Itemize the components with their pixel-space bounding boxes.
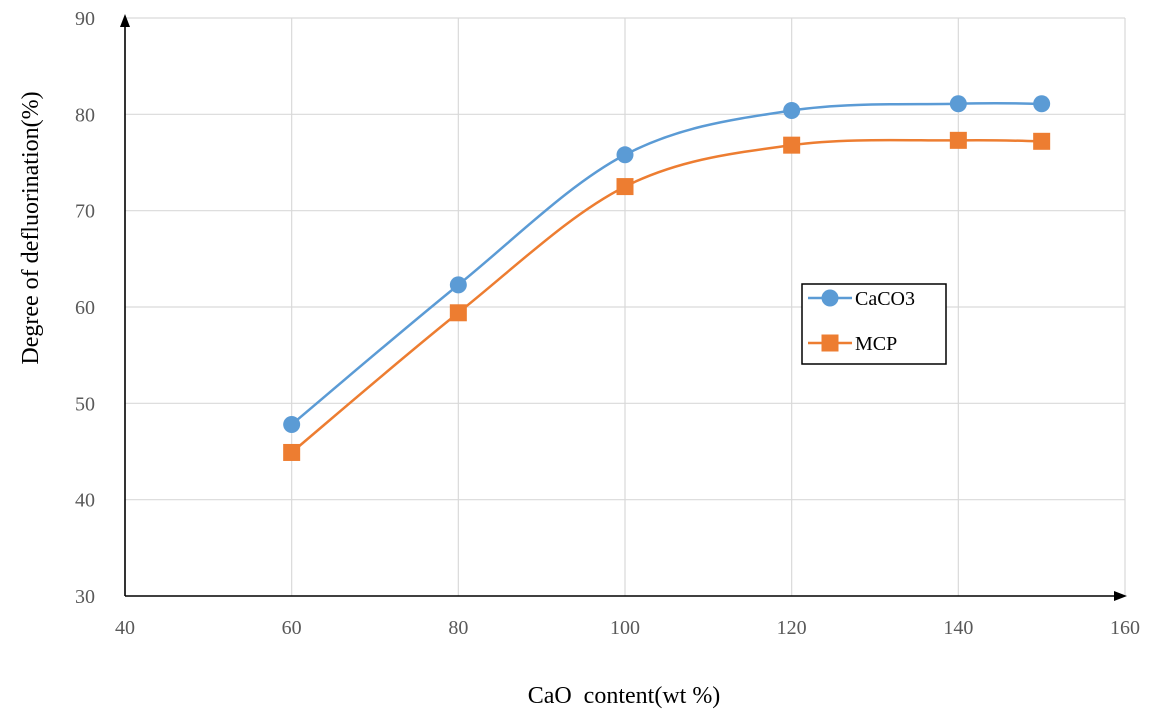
x-tick-label: 60 — [282, 617, 302, 639]
series-layer — [283, 95, 1051, 461]
series-line-caco3 — [290, 101, 1042, 426]
data-point-mcp — [1033, 132, 1051, 150]
data-point-mcp — [949, 131, 967, 149]
data-point-mcp — [283, 443, 301, 461]
y-axis-title: Degree of defluorination(%) — [18, 91, 44, 364]
x-tick-labels: 40 60 80 100 120 140 160 — [115, 617, 1140, 639]
data-point-caco3 — [949, 95, 967, 113]
x-tick-label: 140 — [943, 617, 973, 639]
data-point-caco3 — [616, 146, 634, 164]
legend-marker-caco3 — [821, 289, 839, 307]
y-tick-label: 80 — [75, 104, 95, 126]
data-point-caco3 — [1033, 95, 1051, 113]
x-tick-label: 80 — [448, 617, 468, 639]
x-tick-label: 40 — [115, 617, 135, 639]
y-tick-label: 60 — [75, 297, 95, 319]
legend-label-mcp: MCP — [855, 333, 897, 355]
data-point-caco3 — [783, 101, 801, 119]
x-tick-label: 100 — [610, 617, 640, 639]
data-point-caco3 — [449, 276, 467, 294]
y-tick-label: 70 — [75, 201, 95, 223]
y-tick-label: 90 — [75, 8, 95, 30]
x-tick-label: 160 — [1110, 617, 1140, 639]
data-point-mcp — [783, 136, 801, 154]
legend: CaCO3 MCP — [801, 283, 947, 365]
y-tick-label: 30 — [75, 586, 95, 608]
data-point-mcp — [616, 178, 634, 196]
axes — [120, 14, 1127, 601]
data-point-caco3 — [283, 416, 301, 434]
x-axis-title: CaO content(wt %) — [528, 683, 721, 709]
data-point-mcp — [449, 304, 467, 322]
y-tick-label: 40 — [75, 490, 95, 512]
y-tick-labels: 30 40 50 60 70 80 90 — [75, 8, 95, 608]
legend-marker-mcp — [821, 334, 839, 352]
legend-label-caco3: CaCO3 — [855, 288, 915, 310]
x-tick-label: 120 — [777, 617, 807, 639]
y-axis-arrow — [120, 14, 130, 27]
x-axis-arrow — [1114, 591, 1127, 601]
grid-lines — [125, 17, 1126, 596]
y-tick-label: 50 — [75, 393, 95, 415]
